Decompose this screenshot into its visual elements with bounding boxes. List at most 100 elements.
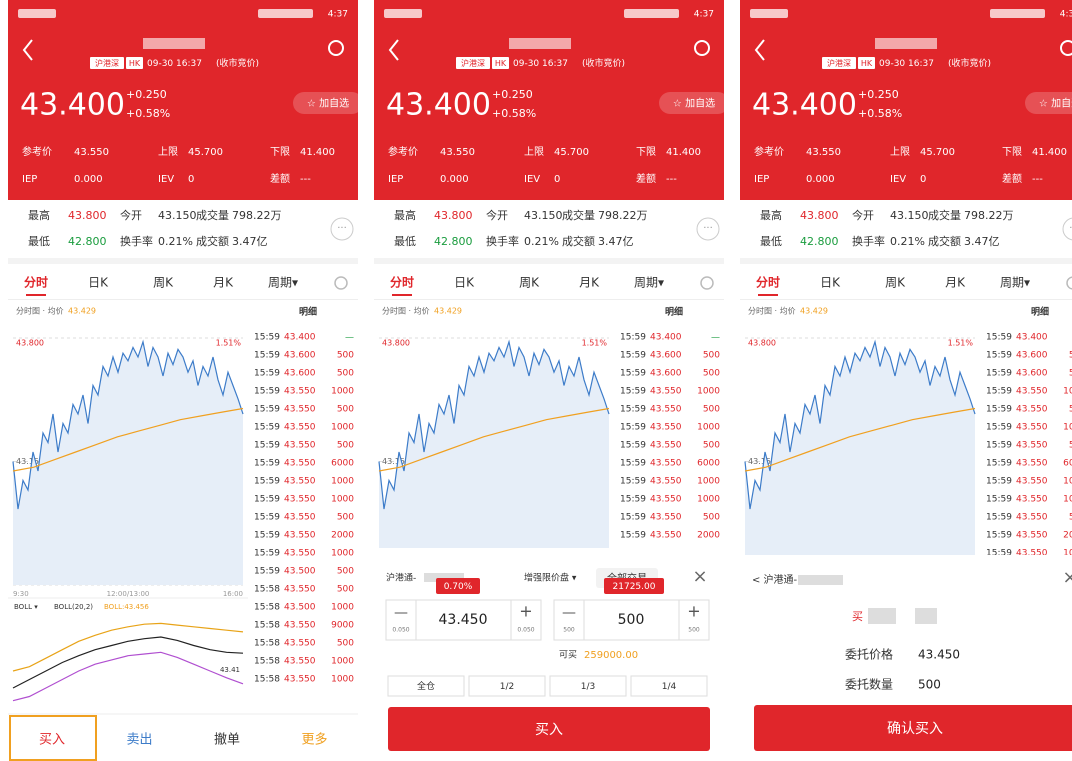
label: 下限	[270, 146, 290, 158]
label: 43.550	[650, 405, 682, 415]
label: 15:59	[986, 351, 1012, 361]
label: 09-30 16:37	[147, 59, 202, 69]
label: 差额	[636, 172, 656, 185]
label: 0	[554, 174, 560, 185]
label: 15:59	[620, 495, 646, 505]
label: 6000	[1063, 459, 1072, 469]
label: 1/4	[662, 682, 677, 692]
tab[interactable]: 日K	[820, 276, 841, 290]
tab[interactable]: 周K	[885, 276, 906, 290]
label: IEP	[22, 174, 37, 185]
label: 43.150	[890, 209, 929, 222]
settings-button[interactable]	[701, 277, 713, 289]
tab[interactable]: 分时	[24, 275, 48, 290]
boll-line	[13, 623, 243, 671]
tab[interactable]: 周期▾	[1000, 276, 1030, 290]
label: +0.250	[492, 88, 533, 101]
label: 43.800	[382, 339, 410, 348]
label: IEP	[754, 174, 769, 185]
label: 1000	[331, 675, 354, 685]
label: ---	[1032, 174, 1043, 185]
label: 1/2	[500, 682, 514, 692]
label: 15:59	[254, 567, 280, 577]
tab[interactable]: 周期▾	[634, 276, 664, 290]
tab[interactable]: 周K	[519, 276, 540, 290]
minus-button[interactable]: —	[394, 605, 408, 621]
label: 798.22万	[232, 209, 282, 222]
label: 500	[337, 567, 354, 577]
tab[interactable]: 分时	[390, 275, 414, 290]
label: 42.800	[800, 235, 839, 248]
plus-button[interactable]: +	[687, 602, 700, 621]
label: 43.600	[1016, 351, 1048, 361]
tab-underline	[392, 294, 412, 296]
label: 43.550	[284, 657, 316, 667]
tab[interactable]: 月K	[945, 276, 966, 290]
label: BOLL ▾	[14, 603, 38, 611]
label: 0.050	[392, 627, 409, 634]
action-button[interactable]: 买入	[39, 733, 65, 748]
plus-button[interactable]: +	[519, 602, 532, 621]
tab[interactable]: 周K	[153, 276, 174, 290]
label: 43.550	[650, 441, 682, 451]
label: 成交额	[196, 234, 229, 248]
label: 42.800	[68, 235, 107, 248]
label: 43.429	[68, 307, 96, 316]
tab[interactable]: 日K	[88, 276, 109, 290]
label: 1000	[331, 423, 354, 433]
label: ---	[300, 174, 311, 185]
label: 15:59	[620, 351, 646, 361]
more-dots: ···	[337, 223, 347, 234]
blurred	[868, 608, 896, 624]
label: 43.600	[284, 369, 316, 379]
label: 43.550	[284, 387, 316, 397]
label: 43.429	[434, 307, 462, 316]
settings-button[interactable]	[335, 277, 347, 289]
label: 43.550	[650, 531, 682, 541]
tab-underline	[26, 294, 46, 296]
label: 1000	[1063, 477, 1072, 487]
label: 15:59	[254, 459, 280, 469]
close-button[interactable]: ×	[1062, 567, 1072, 588]
label: BOLL:43.456	[104, 603, 149, 611]
label: 3.47亿	[598, 235, 634, 248]
label: 43.550	[284, 441, 316, 451]
label: 最高	[394, 208, 416, 222]
label: 15:59	[986, 441, 1012, 451]
tab[interactable]: 月K	[579, 276, 600, 290]
label: 15:59	[620, 405, 646, 415]
action-button[interactable]: 卖出	[126, 733, 152, 748]
label: 43.550	[650, 459, 682, 469]
label: (收市竞价)	[216, 57, 259, 69]
tab[interactable]: 周期▾	[268, 276, 298, 290]
tab[interactable]: 分时	[756, 275, 780, 290]
label: 43.41	[220, 666, 240, 674]
label: 43.500	[284, 567, 316, 577]
label: 43.450	[918, 648, 960, 662]
label: 15:58	[254, 675, 280, 685]
label: —	[711, 333, 720, 343]
label: 换手率	[120, 234, 153, 248]
tab[interactable]: 月K	[213, 276, 234, 290]
settings-button[interactable]	[1067, 277, 1072, 289]
label: 500	[337, 585, 354, 595]
label: 43.550	[284, 405, 316, 415]
label: 4:37	[328, 10, 348, 20]
divider	[740, 299, 1072, 300]
label: 1000	[697, 477, 720, 487]
label: 43.800	[800, 209, 839, 222]
tab[interactable]: 日K	[454, 276, 475, 290]
close-button[interactable]: ×	[692, 566, 707, 587]
label: 最低	[28, 235, 50, 248]
label: 43.550	[1016, 477, 1048, 487]
divider	[740, 258, 1072, 264]
label: 43.800	[434, 209, 473, 222]
label: IEP	[388, 174, 403, 185]
action-button[interactable]: 撤单	[214, 732, 240, 748]
minus-button[interactable]: —	[562, 605, 576, 621]
action-button[interactable]: 更多	[301, 732, 327, 748]
label: 0.21%	[158, 235, 193, 248]
label: 15:59	[254, 441, 280, 451]
label: 15:59	[986, 495, 1012, 505]
blurred-title	[143, 38, 205, 49]
